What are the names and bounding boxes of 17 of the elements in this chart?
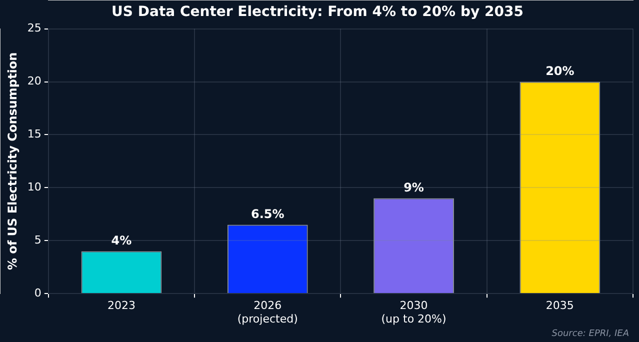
- y-tick-label: 25: [27, 22, 42, 35]
- x-tick-label: 2035: [546, 299, 574, 312]
- data-label: 6.5%: [250, 206, 284, 221]
- data-label: 4%: [111, 233, 132, 248]
- y-tick-label: 5: [34, 234, 42, 246]
- y-tick-label: 20: [27, 74, 42, 88]
- chart-title: US Data Center Electricity: From 4% to 20% by 2035: [112, 4, 524, 20]
- data-label: 20%: [546, 64, 574, 78]
- data-label: 9%: [404, 180, 424, 194]
- x-tick-label: 2026 (projected): [237, 299, 298, 326]
- x-tick-label: 2023: [107, 299, 136, 312]
- y-tick-label: 0: [34, 286, 42, 300]
- y-axis-title: % of US Electricity Consumption: [5, 52, 20, 270]
- source-note: Source: EPRI, IEA: [552, 328, 629, 339]
- y-tick-label: 15: [27, 128, 42, 141]
- x-tick-label: 2030 (up to 20%): [381, 299, 446, 326]
- y-tick-label: 10: [27, 180, 42, 194]
